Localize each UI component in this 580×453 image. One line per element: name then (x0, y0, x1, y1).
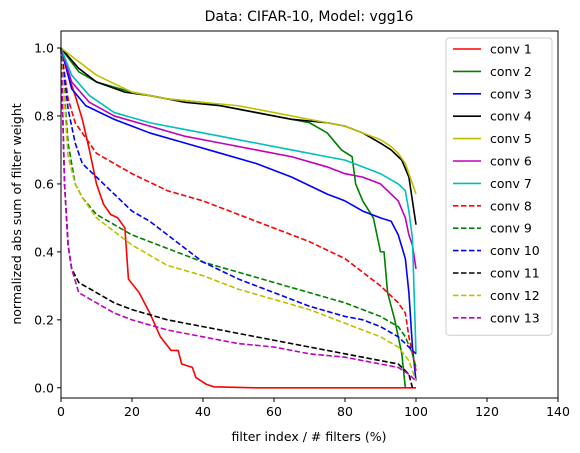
y-tick-label: 0.8 (34, 108, 54, 123)
legend: conv 1 conv 2 conv 3 conv 4 conv 5 conv 6 conv… (445, 37, 553, 336)
series-line-5 (60, 47, 417, 195)
legend-label: conv 13 (490, 310, 540, 325)
legend-label: conv 7 (490, 176, 532, 191)
legend-label: conv 8 (490, 198, 532, 213)
plot-frame (60, 30, 559, 399)
y-axis-label: normalized abs sum of filter weight (9, 103, 24, 324)
y-tick-label: 0.6 (34, 176, 54, 191)
series-line-6 (60, 47, 417, 269)
y-tick-label: 0.4 (34, 244, 54, 259)
x-tick-label: 0 (57, 404, 65, 419)
series-line-12 (60, 47, 417, 382)
legend-box (445, 37, 553, 336)
legend-label: conv 6 (490, 154, 532, 169)
legend-label: conv 1 (490, 42, 532, 57)
legend-label: conv 9 (490, 221, 532, 236)
series-line-13 (60, 47, 417, 382)
series-line-11 (60, 47, 414, 389)
x-axis-label: filter index / # filters (%) (231, 429, 386, 444)
series-line-4 (60, 47, 417, 225)
series-line-1 (60, 47, 416, 389)
legend-label: conv 5 (490, 131, 532, 146)
legend-label: conv 3 (490, 86, 532, 101)
x-tick-label: 80 (337, 404, 353, 419)
series-line-2 (60, 47, 407, 388)
y-tick-label: 0.2 (34, 312, 54, 327)
x-tick-label: 100 (404, 404, 428, 419)
x-tick-label: 20 (124, 404, 140, 419)
plot-lines (60, 47, 417, 389)
series-line-10 (60, 47, 417, 355)
series-line-7 (60, 47, 417, 354)
legend-label: conv 10 (490, 243, 540, 258)
y-axis-ticks: 0.0 0.2 0.4 0.6 0.8 1.0 (34, 40, 61, 395)
x-tick-label: 40 (195, 404, 211, 419)
y-tick-label: 0.0 (34, 380, 54, 395)
x-tick-label: 140 (546, 404, 570, 419)
x-tick-label: 120 (475, 404, 499, 419)
series-line-8 (60, 47, 417, 371)
legend-label: conv 4 (490, 109, 532, 124)
legend-label: conv 12 (490, 288, 540, 303)
series-line-3 (60, 47, 417, 382)
legend-label: conv 2 (490, 64, 532, 79)
x-tick-label: 60 (266, 404, 282, 419)
chart-title: Data: CIFAR-10, Model: vgg16 (205, 9, 414, 25)
legend-label: conv 11 (490, 266, 540, 281)
x-axis-ticks: 0 20 40 60 80 100 120 140 (57, 398, 570, 419)
y-tick-label: 1.0 (34, 40, 54, 55)
